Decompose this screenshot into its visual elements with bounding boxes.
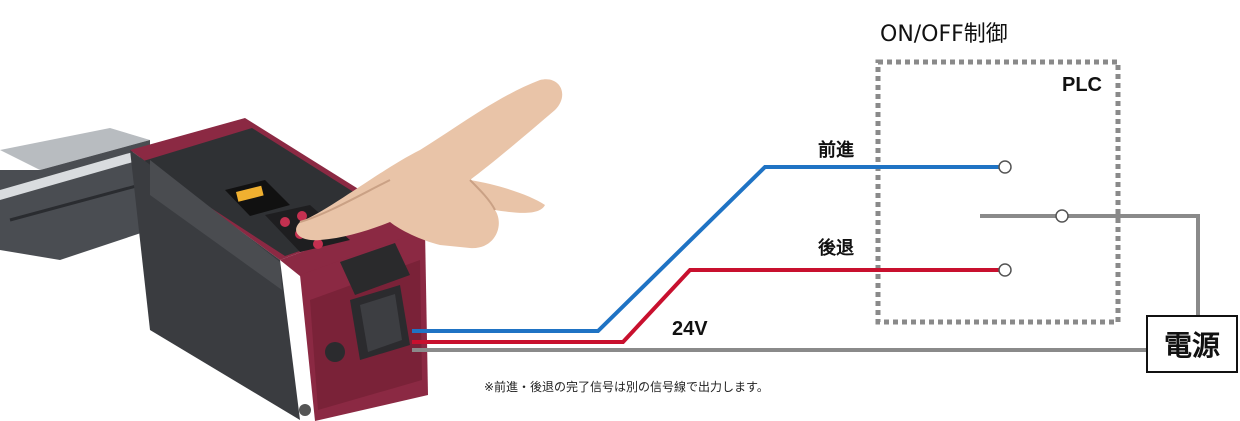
backward-terminal (998, 263, 1012, 277)
plc-label: PLC (1062, 74, 1102, 96)
power-return-wire (1062, 214, 1200, 315)
backward-signal-label: 後退 (818, 238, 854, 259)
voltage-label: 24V (672, 318, 708, 340)
power-supply-box: 電源 (1146, 315, 1238, 373)
actuator-unit-image (130, 118, 428, 421)
actuator-rail (0, 128, 150, 260)
control-heading: ON/OFF制御 (880, 22, 1008, 47)
backward-wire (412, 268, 1005, 344)
forward-terminal (998, 160, 1012, 174)
pointing-hand-image (296, 79, 563, 249)
switch-common-terminal (1055, 209, 1069, 223)
forward-signal-label: 前進 (818, 140, 854, 161)
forward-wire (412, 165, 1005, 333)
plc-box (875, 59, 1121, 325)
footnote: ※前進・後退の完了信号は別の信号線で出力します。 (484, 380, 769, 394)
power-supply-label: 電源 (1163, 329, 1220, 362)
